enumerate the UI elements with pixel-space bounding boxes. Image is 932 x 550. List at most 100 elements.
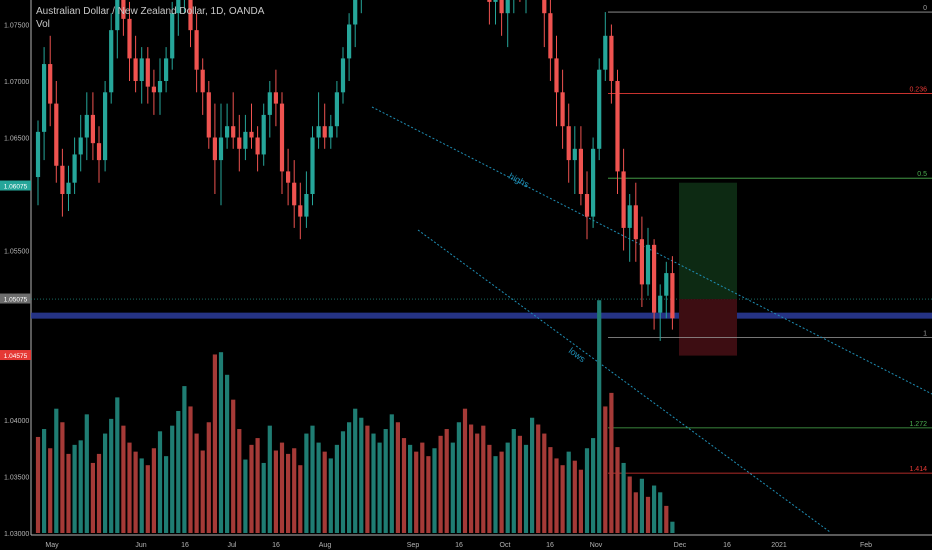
candle-body — [35, 131, 41, 178]
candle-body — [200, 69, 205, 93]
volume-bar — [481, 425, 486, 533]
candle-body — [267, 92, 272, 115]
volume-bar — [462, 408, 468, 533]
volume-bar — [334, 444, 339, 533]
upper-trend-line — [371, 106, 932, 395]
volume-bar — [408, 444, 413, 533]
price-tick-label: 1.05500 — [4, 249, 29, 256]
volume-bar — [652, 485, 657, 533]
candle-body — [60, 165, 65, 194]
candle-body — [487, 0, 492, 2]
volume-bar — [60, 422, 65, 533]
volume-bar — [35, 436, 41, 533]
time-tick-label: Jun — [135, 542, 146, 549]
candle-body — [621, 171, 626, 228]
volume-bar — [151, 448, 156, 533]
candle-body — [578, 148, 583, 194]
volume-bar — [249, 444, 254, 533]
candle-body — [115, 0, 120, 31]
candle-body — [255, 137, 260, 155]
volume-bar — [359, 417, 364, 533]
time-tick-label: Aug — [319, 542, 332, 549]
candle-body — [103, 92, 108, 161]
time-tick-label: May — [45, 542, 59, 549]
volume-bar — [499, 451, 504, 533]
candle-body — [286, 171, 291, 183]
volume-bar — [639, 478, 644, 533]
fib-level-label: 0.5 — [917, 171, 927, 178]
volume-bar — [401, 438, 407, 533]
volume-bar — [670, 521, 675, 533]
candle-body — [322, 126, 327, 138]
candle-body — [627, 205, 632, 228]
volume-bar — [133, 451, 138, 533]
price-tag-label: 1.05075 — [4, 297, 28, 304]
price-tick-label: 1.03500 — [4, 475, 29, 482]
candle-body — [170, 13, 175, 59]
volume-bar — [121, 425, 126, 533]
candle-body — [261, 114, 266, 155]
candle-body — [554, 58, 559, 93]
volume-bar — [115, 397, 120, 533]
volume-bar — [218, 352, 224, 533]
volume-bar — [493, 456, 498, 533]
volume-bar — [127, 442, 132, 533]
fib-level-label: 1.414 — [909, 466, 927, 473]
trend-label-highs: highs — [507, 171, 531, 190]
volume-bar — [591, 438, 596, 533]
volume-bar — [353, 408, 358, 533]
volume-bar — [145, 465, 150, 533]
volume-bar — [340, 431, 346, 533]
volume-bar — [273, 450, 278, 533]
candle-body — [572, 148, 577, 161]
volume-bar — [347, 422, 352, 533]
candle-body — [353, 0, 358, 25]
price-tick-label: 1.06500 — [4, 136, 29, 143]
volume-bar — [426, 456, 431, 533]
volume-bar — [572, 460, 577, 533]
candle-body — [347, 24, 352, 59]
candle-body — [609, 35, 614, 81]
time-tick-label: 16 — [723, 542, 731, 549]
candle-body — [42, 64, 47, 132]
candle-body — [566, 126, 571, 161]
candle-body — [218, 137, 224, 161]
volume-bar — [444, 429, 449, 533]
target-zone — [679, 182, 737, 300]
price-tag-label: 1.04575 — [4, 353, 28, 360]
candle-body — [597, 69, 602, 149]
time-tick-label: Dec — [674, 542, 687, 549]
candle-body — [109, 30, 114, 93]
volume-bar — [72, 444, 77, 533]
volume-bar — [243, 459, 248, 533]
candle-body — [48, 64, 53, 104]
volume-bar — [298, 465, 303, 533]
candle-body — [139, 58, 144, 81]
volume-bar — [542, 433, 547, 533]
volume-bar — [66, 453, 71, 533]
volume-bar — [414, 451, 419, 533]
volume-bar — [450, 442, 455, 533]
volume-bar — [560, 465, 565, 533]
volume-bar — [170, 425, 175, 533]
volume-bar — [267, 425, 272, 533]
candle-body — [243, 131, 248, 149]
candle-body — [670, 273, 675, 319]
candle-body — [340, 58, 346, 93]
volume-bar — [487, 444, 492, 533]
candle-body — [84, 114, 89, 138]
price-tick-label: 1.03000 — [4, 531, 29, 538]
price-tick-label: 1.07000 — [4, 79, 29, 86]
volume-bar — [237, 429, 242, 533]
volume-bar — [328, 458, 333, 533]
candle-body — [121, 0, 126, 19]
candle-body — [157, 81, 163, 93]
candle-body — [603, 35, 608, 70]
volume-bar — [511, 429, 516, 533]
support-zone — [31, 312, 932, 319]
volume-bar — [383, 429, 388, 533]
candle-body — [615, 81, 620, 172]
volume-bar — [310, 425, 315, 533]
volume-bar — [176, 410, 181, 533]
volume-bar — [261, 462, 266, 533]
